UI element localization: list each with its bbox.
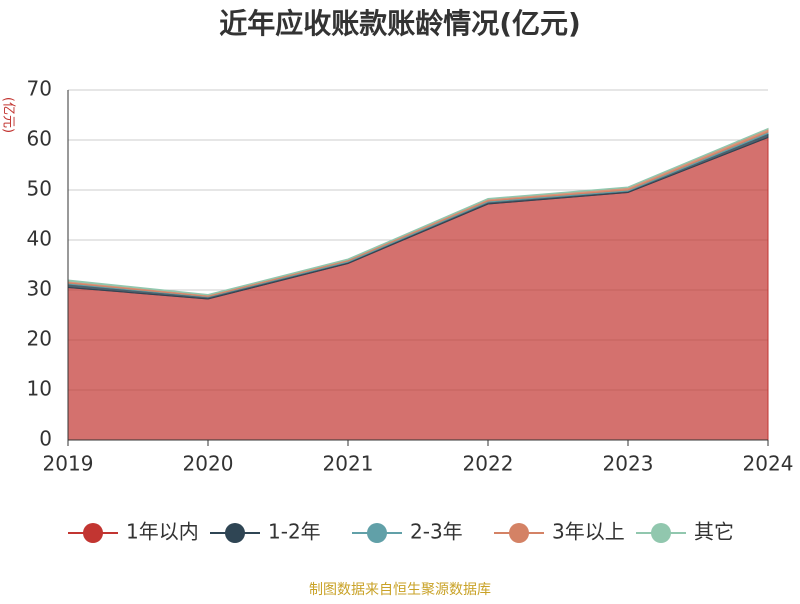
y-tick-label: 50 (27, 177, 52, 201)
legend-symbol (509, 523, 529, 543)
legend-label: 1-2年 (268, 520, 321, 544)
legend-item: 3年以上 (494, 520, 625, 544)
legend-label: 2-3年 (410, 520, 463, 544)
x-tick-label: 2020 (183, 452, 234, 476)
legend-symbol (83, 523, 103, 543)
y-tick-label: 30 (27, 277, 52, 301)
x-tick-label: 2022 (463, 452, 514, 476)
y-tick-label: 70 (27, 77, 52, 101)
x-tick-label: 2024 (743, 452, 794, 476)
y-tick-label: 0 (39, 427, 52, 451)
y-tick-label: 20 (27, 327, 52, 351)
x-tick-label: 2021 (323, 452, 374, 476)
chart-title: 近年应收账款账龄情况(亿元) (219, 7, 581, 40)
area (67, 127, 769, 296)
legend-symbol (651, 523, 671, 543)
y-tick-label: 10 (27, 377, 52, 401)
legend-symbol (367, 523, 387, 543)
legend-item: 1年以内 (68, 520, 199, 544)
y-tick-label: 60 (27, 127, 52, 151)
source-note: 制图数据来自恒生聚源数据库 (309, 582, 491, 598)
area (67, 136, 769, 441)
legend-item: 1-2年 (210, 520, 321, 544)
y-axis-label: (亿元) (1, 97, 16, 133)
legend-symbol (225, 523, 245, 543)
legend-label: 3年以上 (552, 520, 625, 544)
x-tick-label: 2019 (43, 452, 94, 476)
legend-item: 2-3年 (352, 520, 463, 544)
legend-label: 1年以内 (126, 520, 199, 544)
legend-item: 其它 (636, 520, 734, 544)
x-tick-label: 2023 (603, 452, 654, 476)
y-tick-label: 40 (27, 227, 52, 251)
legend-label: 其它 (694, 520, 734, 544)
